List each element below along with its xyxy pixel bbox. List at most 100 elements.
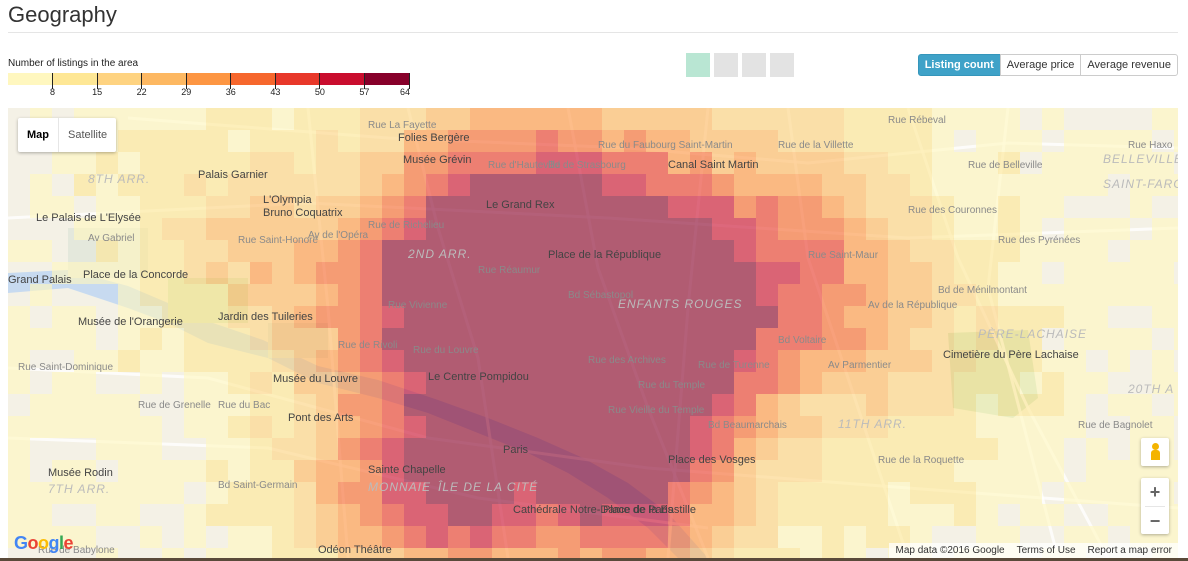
street-label: Bd Voltaire <box>778 335 827 346</box>
street-view-pegman[interactable] <box>1141 438 1169 466</box>
page-dot-1[interactable] <box>686 53 710 77</box>
heat-cell <box>536 306 558 328</box>
heat-cell <box>756 504 778 526</box>
place-label: Odéon Théâtre <box>318 544 392 556</box>
heat-cell <box>998 306 1020 328</box>
heat-cell <box>492 218 514 240</box>
map-type-satellite-button[interactable]: Satellite <box>58 118 116 152</box>
page-dot-4[interactable] <box>770 53 794 77</box>
heat-cell <box>426 394 448 416</box>
heat-cell <box>294 174 316 196</box>
place-label: Palais Garnier <box>198 169 268 181</box>
heat-cell <box>998 482 1020 504</box>
district-label: PÈRE-LACHAISE <box>978 326 1087 341</box>
heat-cell <box>404 152 426 174</box>
heat-cell <box>624 416 646 438</box>
heat-cell <box>932 394 954 416</box>
heat-cell <box>228 130 250 152</box>
metric-button-listing-count[interactable]: Listing count <box>917 54 1001 76</box>
heat-cell <box>294 328 316 350</box>
heat-cell <box>734 262 756 284</box>
map-type-map-button[interactable]: Map <box>27 129 49 141</box>
heat-cell <box>184 306 206 328</box>
heat-cell <box>294 218 316 240</box>
heat-cell <box>1130 284 1152 306</box>
heat-cell <box>954 504 976 526</box>
heat-cell <box>1086 174 1108 196</box>
zoom-in-button[interactable]: + <box>1149 482 1161 502</box>
heat-cell <box>228 196 250 218</box>
place-label: Grand Palais <box>8 274 72 286</box>
map-canvas[interactable]: 8TH ARR. 2ND ARR. BELLEVILLE SAINT-FARGEAU P… <box>8 108 1178 558</box>
heat-cell <box>492 284 514 306</box>
heat-cell <box>888 482 910 504</box>
zoom-out-button[interactable]: − <box>1149 511 1161 531</box>
heat-cell <box>206 416 228 438</box>
street-label: Rue Haxo <box>1128 140 1173 151</box>
heat-cell <box>822 416 844 438</box>
heat-cell <box>668 394 690 416</box>
heat-cell <box>558 460 580 482</box>
street-label: Rue de Turenne <box>698 360 770 371</box>
heat-cell <box>470 196 492 218</box>
heat-cell <box>800 130 822 152</box>
heat-cell <box>338 284 360 306</box>
heat-cell <box>448 504 470 526</box>
heat-cell <box>932 372 954 394</box>
heat-cell <box>1130 240 1152 262</box>
metric-button-average-revenue[interactable]: Average revenue <box>1080 54 1178 76</box>
heat-cell <box>162 130 184 152</box>
heat-cell <box>558 350 580 372</box>
heat-cell <box>800 152 822 174</box>
heat-cell <box>272 504 294 526</box>
place-label: Canal Saint Martin <box>668 159 759 171</box>
heat-cell <box>448 328 470 350</box>
heat-cell <box>1042 284 1064 306</box>
heat-cell <box>470 372 492 394</box>
heat-cell <box>866 240 888 262</box>
place-label: Place de la Bastille <box>603 504 696 516</box>
heat-cell <box>624 262 646 284</box>
heat-cell <box>52 526 74 548</box>
heat-cell <box>1108 262 1130 284</box>
heat-cell <box>316 350 338 372</box>
heat-cell <box>294 482 316 504</box>
heat-cell <box>998 262 1020 284</box>
heat-cell <box>184 416 206 438</box>
heat-cell <box>404 526 426 548</box>
place-label: Musée du Louvre <box>273 373 358 385</box>
heat-cell <box>184 328 206 350</box>
heat-cell <box>30 196 52 218</box>
heat-cell <box>1064 394 1086 416</box>
heat-cell <box>1064 416 1086 438</box>
heat-cell <box>756 394 778 416</box>
heat-cell <box>954 438 976 460</box>
heat-cell <box>580 262 602 284</box>
page-dot-2[interactable] <box>714 53 738 77</box>
heat-cell <box>206 262 228 284</box>
heatmap-map[interactable]: 8TH ARR. 2ND ARR. BELLEVILLE SAINT-FARGEAU P… <box>8 108 1178 558</box>
heat-cell <box>646 372 668 394</box>
heat-cell <box>976 306 998 328</box>
heat-cell <box>778 152 800 174</box>
heat-cell <box>1020 460 1042 482</box>
report-map-error-link[interactable]: Report a map error <box>1087 545 1172 556</box>
metric-button-average-price[interactable]: Average price <box>999 54 1082 76</box>
heat-cell <box>1042 152 1064 174</box>
google-logo[interactable]: Google <box>14 533 74 553</box>
heat-cell <box>822 108 844 130</box>
heat-cell <box>382 548 404 558</box>
heat-cell <box>162 218 184 240</box>
heat-cell <box>1020 218 1042 240</box>
heat-cell <box>734 284 756 306</box>
heat-cell <box>74 174 96 196</box>
heat-cell <box>74 152 96 174</box>
heat-cell <box>316 218 338 240</box>
page-dot-3[interactable] <box>742 53 766 77</box>
heat-cell <box>514 394 536 416</box>
heat-cell <box>272 548 294 558</box>
heat-cell <box>140 108 162 130</box>
terms-of-use-link[interactable]: Terms of Use <box>1016 545 1076 556</box>
legend-tick-mark <box>274 73 276 89</box>
heat-cell <box>338 416 360 438</box>
